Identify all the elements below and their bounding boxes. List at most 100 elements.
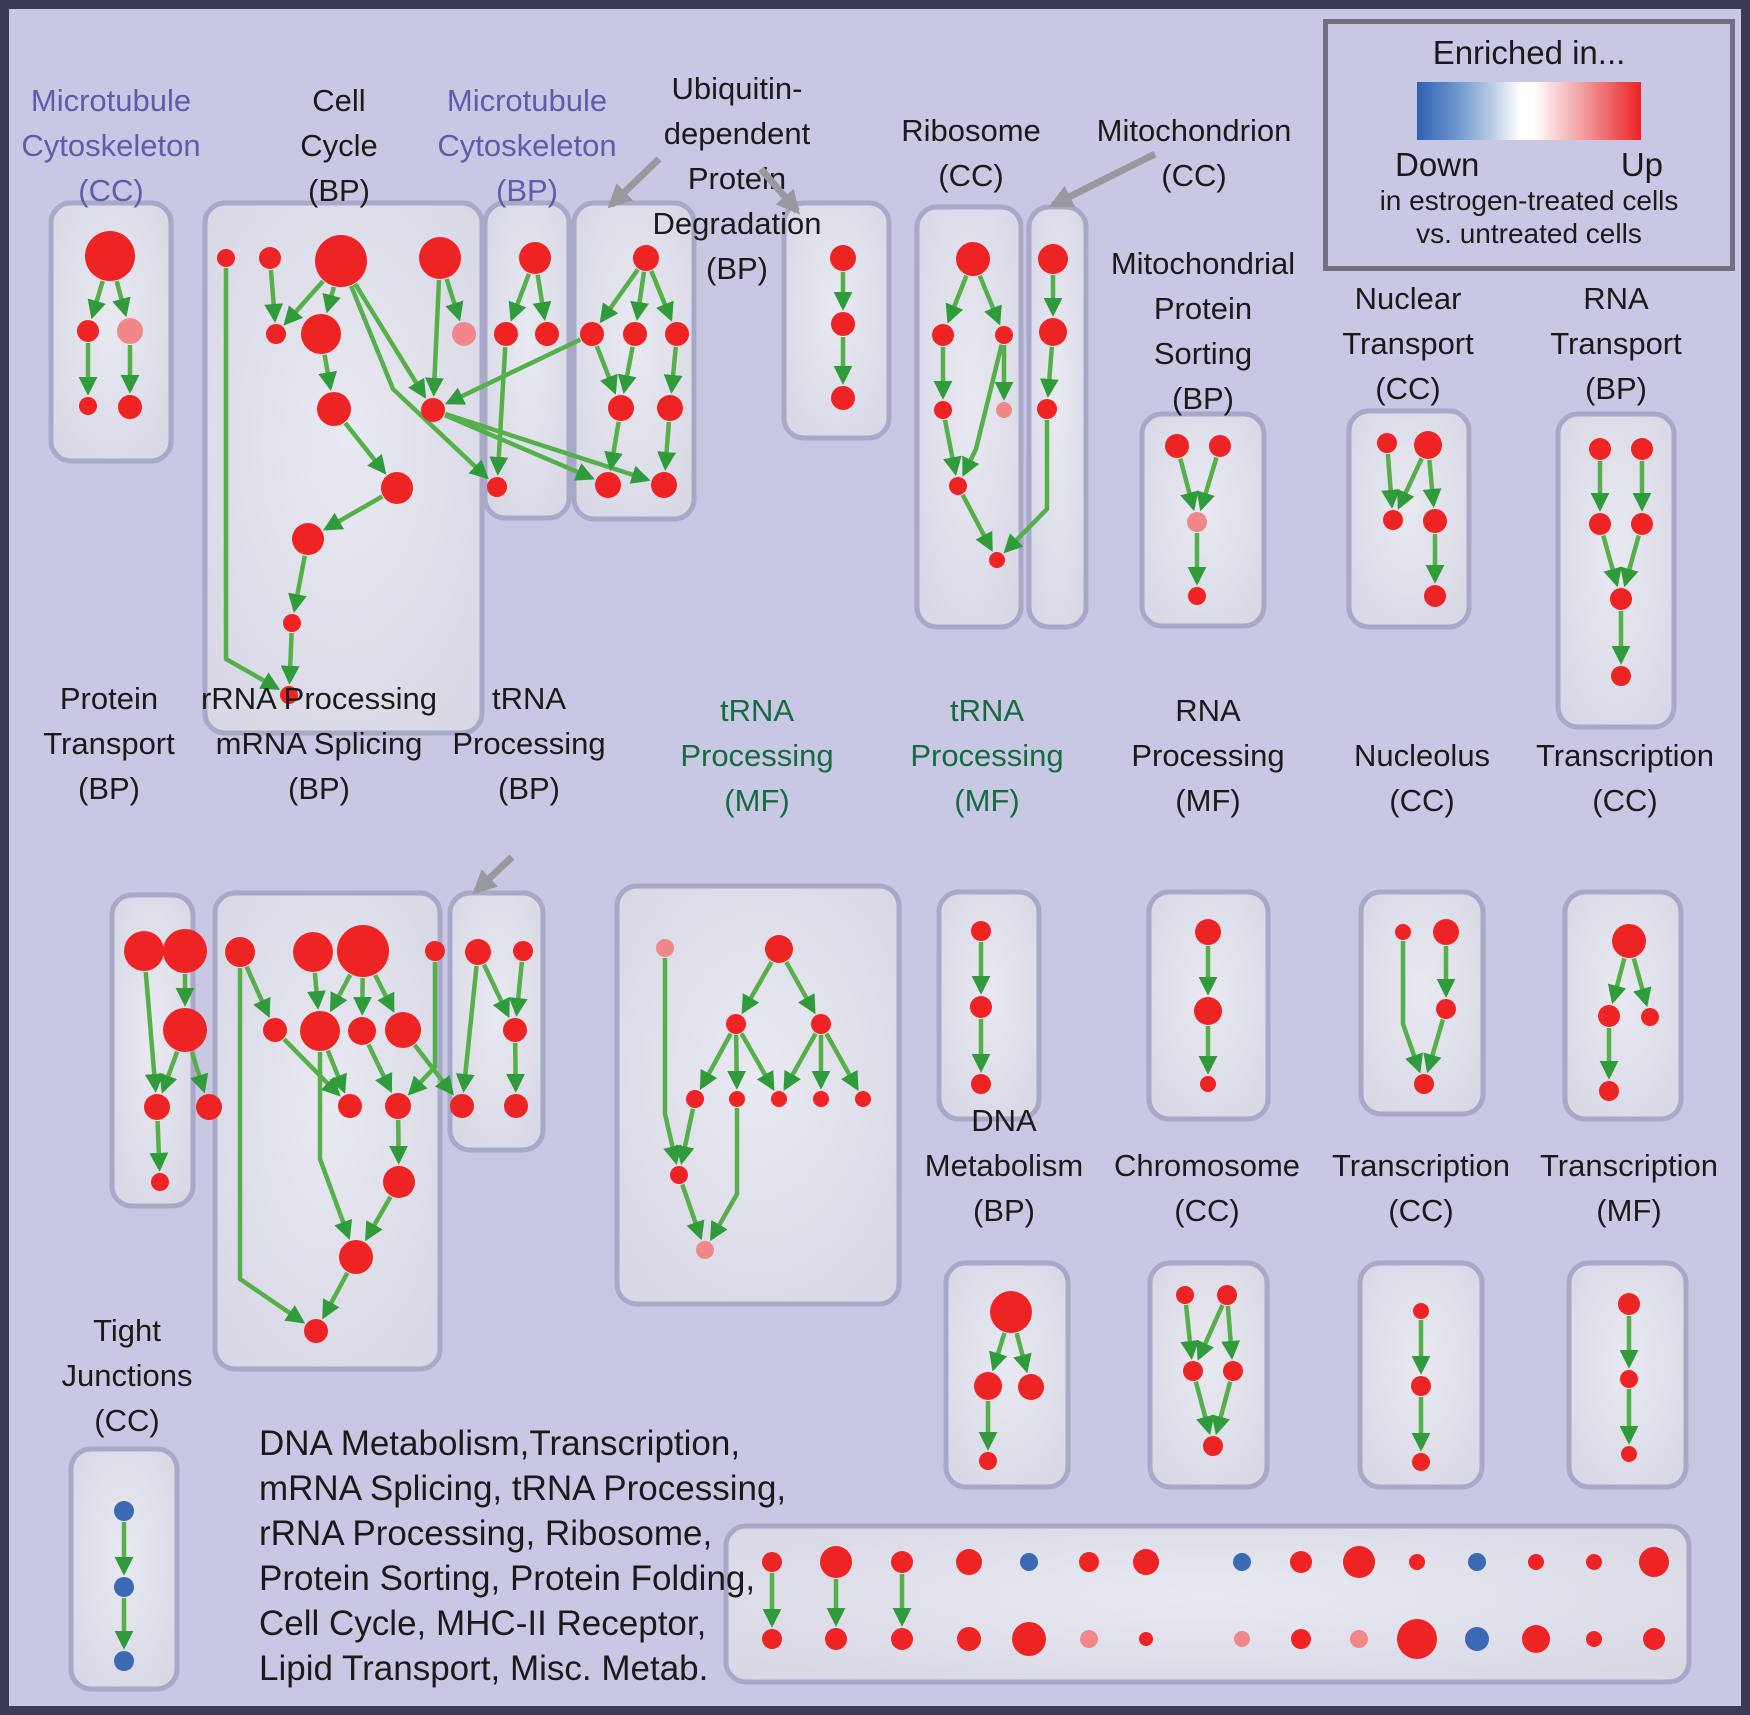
- go-term-node: [1621, 1446, 1637, 1462]
- go-term-node: [979, 1452, 997, 1470]
- go-term-node: [283, 614, 301, 632]
- regulates-edge: [727, 1034, 747, 1090]
- regulates-edge: [280, 632, 300, 685]
- go-term-node: [1383, 510, 1403, 530]
- go-term-node: [1139, 1632, 1153, 1646]
- group-label: Cell Cycle (BP): [300, 83, 378, 208]
- go-term-node: [1018, 1374, 1044, 1400]
- regulates-edge: [1196, 456, 1219, 512]
- group-label: Tight Junctions (CC): [62, 1313, 193, 1438]
- go-term-node: [217, 249, 235, 267]
- legend-up-label: Up: [1620, 146, 1663, 183]
- go-term-node: [971, 921, 991, 941]
- regulates-edge: [824, 1032, 859, 1091]
- go-term-node: [762, 1629, 782, 1649]
- go-term-node: [1037, 399, 1057, 419]
- group-box-ubiquitin-1: [571, 200, 697, 522]
- go-term-node: [1414, 1074, 1434, 1094]
- go-term-node: [1522, 1625, 1550, 1653]
- go-term-node: [1639, 1547, 1669, 1577]
- go-term-node: [811, 1014, 831, 1034]
- go-term-node: [1589, 513, 1611, 535]
- regulates-edge: [675, 1108, 696, 1165]
- go-term-node: [1343, 1546, 1375, 1578]
- go-term-node: [1412, 1453, 1430, 1471]
- go-term-node: [450, 1094, 474, 1118]
- misc-note-line: Lipid Transport, Misc. Metab.: [259, 1649, 709, 1688]
- go-term-node: [381, 472, 413, 504]
- go-term-node: [1203, 1436, 1223, 1456]
- regulates-edge: [506, 1042, 526, 1093]
- go-term-node: [1200, 1076, 1216, 1092]
- go-term-node: [1176, 1286, 1194, 1304]
- go-term-node: [1165, 434, 1189, 458]
- regulates-edge: [977, 274, 1002, 326]
- regulates-edge: [680, 1183, 705, 1241]
- group-label: Protein Transport (BP): [43, 681, 175, 806]
- go-term-node: [1012, 1622, 1046, 1656]
- go-term-node: [651, 472, 677, 498]
- go-term-node: [1038, 244, 1068, 274]
- go-term-node: [670, 1166, 688, 1184]
- legend-gradient-bar: [1417, 82, 1641, 140]
- go-term-node: [970, 996, 992, 1018]
- go-term-node: [1589, 438, 1611, 460]
- go-term-node: [292, 523, 324, 555]
- regulates-edge: [1400, 941, 1423, 1074]
- go-term-node: [855, 1091, 871, 1107]
- regulates-edge: [1397, 457, 1424, 510]
- go-term-node: [114, 1651, 134, 1671]
- regulates-edge: [989, 1332, 1008, 1372]
- go-term-node: [1187, 512, 1207, 532]
- go-term-node: [225, 937, 255, 967]
- go-term-node: [891, 1628, 913, 1650]
- misc-categories-note: DNA Metabolism,Transcription, mRNA Splic…: [259, 1421, 839, 1691]
- regulates-edge: [455, 965, 479, 1093]
- go-term-node: [1413, 1303, 1429, 1319]
- go-term-node: [765, 935, 793, 963]
- go-term-node: [196, 1094, 222, 1120]
- go-term-node: [820, 1546, 852, 1578]
- regulates-edge: [112, 280, 131, 318]
- regulates-edge: [1422, 459, 1442, 508]
- go-term-node: [163, 1008, 207, 1052]
- go-term-node: [813, 1091, 829, 1107]
- go-term-node: [266, 324, 286, 344]
- regulates-edge: [699, 1032, 733, 1091]
- regulates-edge: [1013, 1332, 1032, 1374]
- misc-note-line: mRNA Splicing, tRNA Processing,: [259, 1469, 787, 1508]
- go-term-node: [85, 231, 135, 281]
- group-box-nucleolus: [1358, 889, 1486, 1117]
- regulates-edge: [343, 421, 387, 475]
- group-label: Mitochondrion (CC): [1097, 113, 1292, 193]
- regulates-edge: [373, 974, 395, 1013]
- regulates-edge: [962, 344, 1004, 477]
- regulates-edge: [604, 421, 623, 471]
- go-term-node: [114, 1501, 134, 1521]
- go-term-node: [1610, 588, 1632, 610]
- regulates-edge: [1178, 457, 1199, 512]
- regulates-edge: [1620, 534, 1641, 588]
- regulates-edge: [307, 972, 326, 1010]
- regulates-edge: [1381, 453, 1401, 509]
- group-box-chromosome: [1147, 1260, 1270, 1490]
- go-term-node: [348, 1017, 376, 1045]
- regulates-edge: [407, 962, 438, 1096]
- go-term-node: [1586, 1631, 1602, 1647]
- go-term-node: [315, 235, 367, 287]
- go-term-node: [1080, 1630, 1098, 1648]
- go-term-node: [580, 322, 604, 346]
- legend-box: Enriched in... Down Up in estrogen-treat…: [1323, 19, 1735, 271]
- go-term-node: [1641, 1008, 1659, 1026]
- regulates-edge: [237, 968, 306, 1324]
- go-term-node: [956, 242, 990, 276]
- go-term-node: [144, 1094, 170, 1120]
- go-term-node: [729, 1091, 745, 1107]
- go-term-node: [1020, 1553, 1038, 1571]
- go-term-node: [383, 1166, 415, 1198]
- go-term-node: [1631, 438, 1653, 460]
- go-term-node: [513, 941, 533, 961]
- regulates-edge: [532, 274, 552, 321]
- go-term-node: [956, 1549, 982, 1575]
- go-term-node: [995, 326, 1013, 344]
